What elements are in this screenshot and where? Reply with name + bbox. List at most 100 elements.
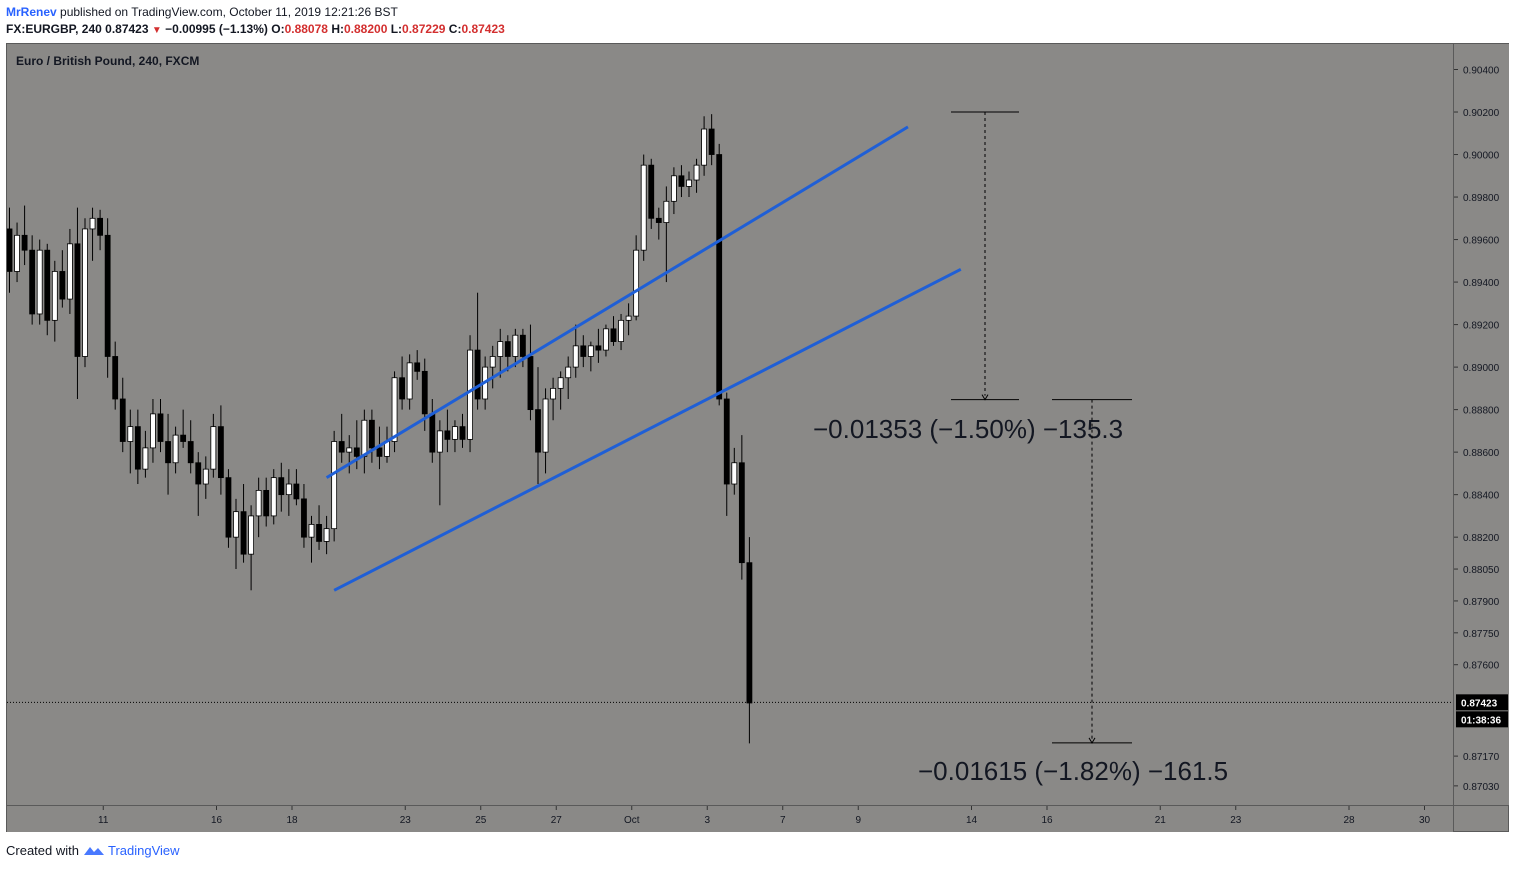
candle[interactable]: [550, 377, 556, 421]
candle[interactable]: [610, 316, 617, 346]
candle[interactable]: [459, 413, 466, 448]
candle[interactable]: [82, 218, 88, 368]
candle[interactable]: [429, 398, 436, 463]
candle[interactable]: [263, 477, 270, 527]
author-link[interactable]: MrRenev: [6, 5, 57, 19]
candle[interactable]: [14, 222, 20, 283]
candle[interactable]: [603, 324, 609, 357]
candle[interactable]: [270, 469, 277, 525]
candle[interactable]: [406, 354, 413, 410]
candle[interactable]: [338, 413, 345, 463]
candle[interactable]: [535, 367, 541, 485]
candle[interactable]: [580, 335, 587, 368]
candle[interactable]: [444, 409, 451, 453]
candle[interactable]: [399, 356, 406, 410]
candle[interactable]: [618, 313, 624, 351]
candle[interactable]: [165, 413, 171, 495]
candle[interactable]: [97, 209, 103, 251]
candle[interactable]: [587, 341, 594, 372]
candle[interactable]: [255, 477, 262, 538]
candle[interactable]: [316, 505, 322, 550]
candle[interactable]: [497, 328, 504, 378]
candle[interactable]: [202, 456, 209, 499]
candle[interactable]: [187, 420, 194, 474]
candle[interactable]: [452, 420, 458, 453]
time-axis[interactable]: 11 16 18 23 25 27 Oct 3 7 9 14 16 21 23 28 30: [7, 805, 1453, 832]
candle[interactable]: [512, 328, 519, 368]
candle[interactable]: [361, 409, 368, 474]
candle[interactable]: [671, 167, 677, 215]
candle[interactable]: [293, 469, 300, 506]
candle[interactable]: [384, 426, 390, 463]
candle[interactable]: [686, 171, 692, 198]
candle[interactable]: [663, 186, 670, 283]
candle[interactable]: [527, 324, 534, 421]
candle[interactable]: [67, 228, 73, 314]
candle[interactable]: [489, 345, 496, 389]
candle[interactable]: [29, 235, 36, 325]
price-range-measure[interactable]: −0.01353 (−1.50%) −135.3: [813, 111, 1123, 444]
candle[interactable]: [59, 250, 66, 308]
candle[interactable]: [112, 341, 119, 410]
candle[interactable]: [51, 260, 58, 342]
candle[interactable]: [648, 158, 655, 229]
candle[interactable]: [240, 484, 247, 563]
candle[interactable]: [195, 452, 202, 516]
candle[interactable]: [134, 409, 141, 485]
candle[interactable]: [565, 356, 572, 399]
candle[interactable]: [308, 515, 315, 563]
candle[interactable]: [474, 292, 481, 410]
price-chart[interactable]: −0.01353 (−1.50%) −135.3 −0.01615 (−1.82%…: [7, 44, 1453, 805]
channel-upper-line[interactable]: [325, 125, 909, 479]
candle[interactable]: [278, 462, 285, 512]
candle[interactable]: [595, 328, 602, 363]
candle[interactable]: [210, 413, 217, 478]
candle[interactable]: [346, 435, 353, 474]
candle[interactable]: [716, 143, 723, 406]
price-range-measure[interactable]: −0.01615 (−1.82%) −161.5: [918, 399, 1228, 786]
candle[interactable]: [693, 158, 700, 193]
candle[interactable]: [436, 420, 443, 506]
candle[interactable]: [180, 409, 187, 448]
candle[interactable]: [150, 398, 156, 463]
candle[interactable]: [678, 165, 685, 198]
candle[interactable]: [633, 235, 640, 321]
plot-area[interactable]: −0.01353 (−1.50%) −135.3 −0.01615 (−1.82%…: [7, 44, 1453, 805]
candle[interactable]: [414, 350, 421, 380]
candle[interactable]: [89, 207, 96, 261]
candle[interactable]: [323, 515, 330, 555]
candle[interactable]: [331, 430, 338, 542]
candle[interactable]: [723, 392, 730, 516]
candle[interactable]: [157, 398, 164, 453]
candle[interactable]: [467, 335, 473, 453]
channel-lower-line[interactable]: [333, 267, 962, 592]
candle[interactable]: [233, 498, 239, 570]
candle[interactable]: [701, 116, 707, 176]
candle[interactable]: [746, 537, 753, 744]
candle[interactable]: [391, 371, 398, 453]
candle[interactable]: [142, 430, 149, 478]
candle[interactable]: [36, 239, 43, 325]
candle[interactable]: [301, 484, 307, 548]
candle[interactable]: [655, 207, 662, 240]
candle[interactable]: [368, 409, 375, 463]
candle[interactable]: [557, 371, 564, 410]
candle[interactable]: [44, 243, 51, 336]
candle[interactable]: [104, 218, 111, 378]
candle[interactable]: [640, 154, 647, 261]
candle[interactable]: [285, 469, 292, 516]
tradingview-brand[interactable]: TradingView: [108, 843, 180, 858]
candle[interactable]: [119, 377, 126, 453]
price-axis[interactable]: 0.90400 0.90200 0.90000 0.89800 0.89600 0.894…: [1453, 44, 1509, 805]
candle[interactable]: [708, 114, 715, 166]
candle[interactable]: [21, 205, 28, 266]
candle[interactable]: [738, 435, 745, 580]
candle[interactable]: [217, 405, 224, 495]
candle[interactable]: [172, 426, 179, 474]
candle[interactable]: [625, 303, 632, 336]
candle[interactable]: [248, 505, 255, 591]
candle[interactable]: [225, 469, 232, 548]
candle[interactable]: [731, 447, 738, 495]
candle[interactable]: [542, 388, 549, 474]
candle[interactable]: [376, 426, 383, 470]
